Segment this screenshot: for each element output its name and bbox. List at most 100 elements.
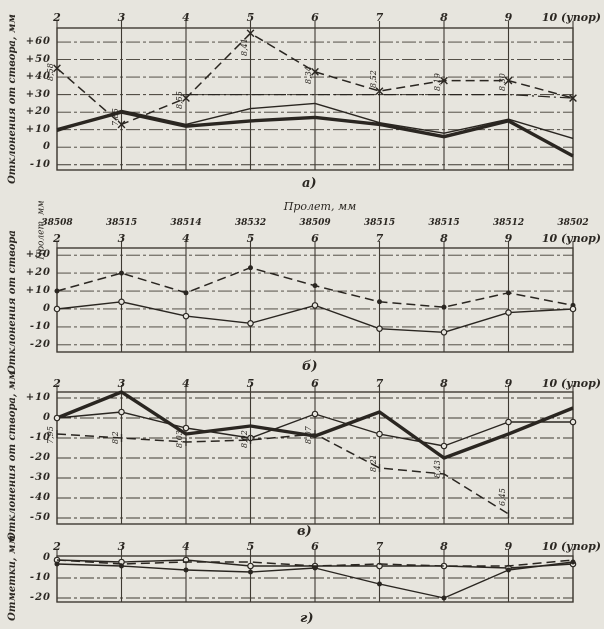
panel-g-x-label: 5 xyxy=(246,540,255,553)
panel-a-x-label: 10 (упор) xyxy=(541,11,601,24)
panel-v-x-label: 9 xyxy=(504,377,513,390)
panel-a-point-label: 8,52 xyxy=(368,69,378,88)
panel-g-x-label: 7 xyxy=(375,540,384,553)
panel-g-marker-dot xyxy=(506,567,511,573)
panel-b-marker-dot xyxy=(119,270,124,276)
panel-g-y-tick-label: 0 xyxy=(43,552,51,563)
panel-b-marker-dot xyxy=(54,288,60,294)
panel-a-marker-x xyxy=(440,76,448,85)
panel-v-marker-circle xyxy=(569,418,577,426)
panel-a-x-label: 4 xyxy=(182,11,190,24)
panel-v-marker-circle xyxy=(440,442,448,450)
panel-a-y-tick-label: +40 xyxy=(25,71,51,83)
panel-g-x-label: 2 xyxy=(53,540,61,553)
panel-b-y-tick-label: +30 xyxy=(25,249,51,261)
panel-v-marker-circle xyxy=(53,414,61,422)
panel-v-x-label: 10 (упор) xyxy=(541,377,601,390)
panel-v-caption: в) xyxy=(297,524,312,539)
panel-v-marker-circle xyxy=(311,410,319,418)
panel-b-marker-dot xyxy=(377,299,382,305)
panel-v-point-label: 8,2 xyxy=(110,431,120,444)
panel-g-marker-circle xyxy=(247,562,254,570)
panel-a-marker-x xyxy=(117,120,126,129)
panel-a-marker-x xyxy=(53,64,61,73)
panel-v-x-label: 8 xyxy=(440,377,448,390)
panel-b-y-axis-title: Отклонения от створа xyxy=(7,230,18,374)
panel-g-marker-dot xyxy=(183,567,189,573)
panel-v-x-label: 3 xyxy=(117,377,126,390)
panel-a-marker-x xyxy=(182,94,190,103)
panel-a-series-dash-dot xyxy=(186,94,574,99)
panel-v-point-label: 8,03 xyxy=(175,430,184,448)
panel-b-span-value: 38515 xyxy=(428,218,460,228)
panel-v-x-label: 7 xyxy=(375,377,384,390)
panel-b-y-tick-label: -20 xyxy=(29,338,51,350)
panel-v-point-label: 8,21 xyxy=(368,454,378,472)
panel-b-x-label: 5 xyxy=(246,232,255,245)
panel-a-x-label: 2 xyxy=(53,11,61,24)
panel-a-point-label: 8,34 xyxy=(304,66,313,85)
panel-v-marker-circle xyxy=(376,430,383,438)
panel-a-point-label: 8,58 xyxy=(46,62,55,81)
panel-g-marker-dot xyxy=(441,595,447,601)
panel-a-y-tick-label: +30 xyxy=(25,88,51,100)
panel-a-y-tick-label: 0 xyxy=(43,141,51,153)
panel-g-marker-dot xyxy=(377,581,382,587)
panel-a-y-tick-label: +20 xyxy=(25,106,51,118)
panel-b-y-axis-title-2: Пролет, мм xyxy=(36,200,47,260)
panel-v-marker-circle xyxy=(118,408,125,416)
panel-b-x-label: 7 xyxy=(375,232,384,245)
panel-a-x-label: 3 xyxy=(117,11,126,24)
panel-a-caption: а) xyxy=(302,176,317,191)
panel-g-marker-dot xyxy=(119,563,124,569)
panel-b-marker-circle xyxy=(53,305,61,313)
panel-a-y-tick-label: +60 xyxy=(25,36,51,48)
panel-g-marker-dot xyxy=(570,559,576,565)
panel-g-x-label: 9 xyxy=(504,540,513,553)
panel-b-marker-circle xyxy=(247,320,254,327)
panel-g-marker-dot xyxy=(248,569,253,575)
panel-a-x-label: 8 xyxy=(440,11,448,24)
panel-a-point-label: 8,55 xyxy=(175,90,184,109)
panel-b-span-value: 38502 xyxy=(557,218,589,228)
panel-g-x-label: 3 xyxy=(117,540,126,553)
panel-g-y-tick-label: -10 xyxy=(29,572,51,583)
panel-v-y-tick-label: +10 xyxy=(25,392,51,403)
panel-v-marker-circle xyxy=(182,424,190,432)
panel-b-top-title: Пролет, мм xyxy=(283,200,357,213)
panel-g-x-label: 6 xyxy=(311,540,319,553)
panel-a-y-tick-label: +10 xyxy=(25,123,51,135)
panel-b-marker-circle xyxy=(118,298,125,306)
panel-g-x-label: 4 xyxy=(182,540,190,553)
panel-v-series-dashed xyxy=(56,433,509,515)
panel-b-span-value: 38515 xyxy=(105,218,138,228)
panel-g-x-label: 8 xyxy=(440,540,448,553)
panel-b-marker-dot xyxy=(506,290,511,296)
panel-a-x-label: 9 xyxy=(504,11,513,24)
panel-b-marker-dot xyxy=(248,265,253,271)
panel-b-x-label: 8 xyxy=(440,232,448,245)
panel-v-point-label: 8,02 xyxy=(239,430,249,448)
panel-b-y-tick-label: 0 xyxy=(43,302,51,314)
panel-b-caption: б) xyxy=(302,359,318,374)
panel-b-marker-circle xyxy=(182,312,190,320)
panel-v-y-tick-label: -30 xyxy=(29,472,51,483)
panel-a-x-label: 5 xyxy=(246,11,255,24)
panel-b-span-value: 38508 xyxy=(41,218,73,228)
panel-v-point-label: 8,07 xyxy=(304,426,313,444)
panel-a-y-tick-label: -10 xyxy=(29,158,51,170)
panel-g-marker-dot xyxy=(54,561,60,567)
panel-v-y-tick-label: -50 xyxy=(29,512,51,523)
panel-a-series-thin-solid xyxy=(56,102,574,140)
panel-b-x-label: 4 xyxy=(182,232,190,245)
panel-b-marker-dot xyxy=(183,290,189,296)
panel-b-span-value: 38514 xyxy=(170,218,202,228)
panel-a-x-label: 7 xyxy=(375,11,384,24)
panel-b-marker-circle xyxy=(376,325,383,332)
panel-a-y-tick-label: +50 xyxy=(25,53,51,65)
panel-b-x-label: 3 xyxy=(117,232,126,245)
panel-a-marker-x xyxy=(569,94,577,103)
panel-v-point-label: 7,95 xyxy=(46,426,55,444)
panel-v-point-label: 6,45 xyxy=(497,488,507,506)
